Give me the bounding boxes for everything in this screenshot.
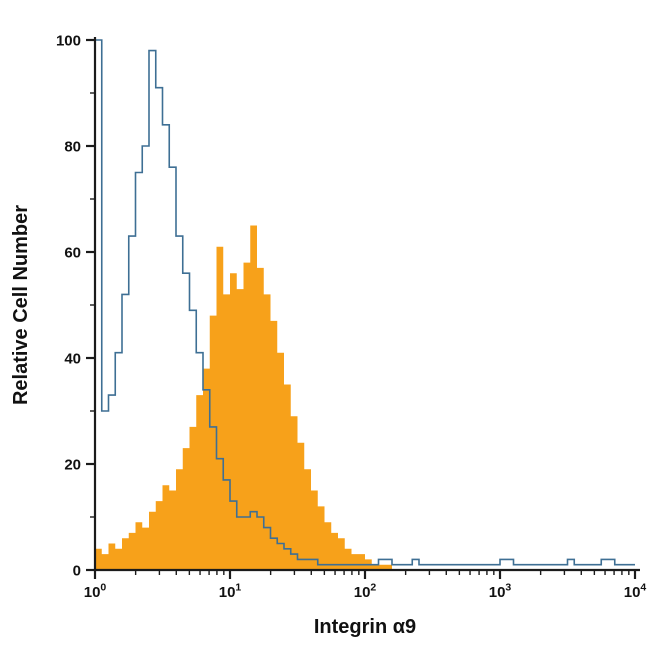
x-tick-label: 102 xyxy=(354,582,377,602)
y-tick-label: 40 xyxy=(64,351,81,368)
series-stained-filled xyxy=(95,225,635,570)
x-tick-label: 100 xyxy=(84,582,107,602)
y-tick-label: 0 xyxy=(73,563,81,580)
y-tick-label: 100 xyxy=(56,33,81,50)
x-tick-label: 104 xyxy=(624,582,647,602)
y-tick-label: 80 xyxy=(64,139,81,156)
x-tick-label: 103 xyxy=(489,582,512,602)
x-tick-label: 101 xyxy=(219,582,242,602)
y-axis-label: Relative Cell Number xyxy=(10,205,32,405)
y-tick-label: 60 xyxy=(64,245,81,262)
series-control-open xyxy=(95,39,635,566)
y-tick-label: 20 xyxy=(64,457,81,474)
x-axis-label: Integrin α9 xyxy=(314,616,416,638)
